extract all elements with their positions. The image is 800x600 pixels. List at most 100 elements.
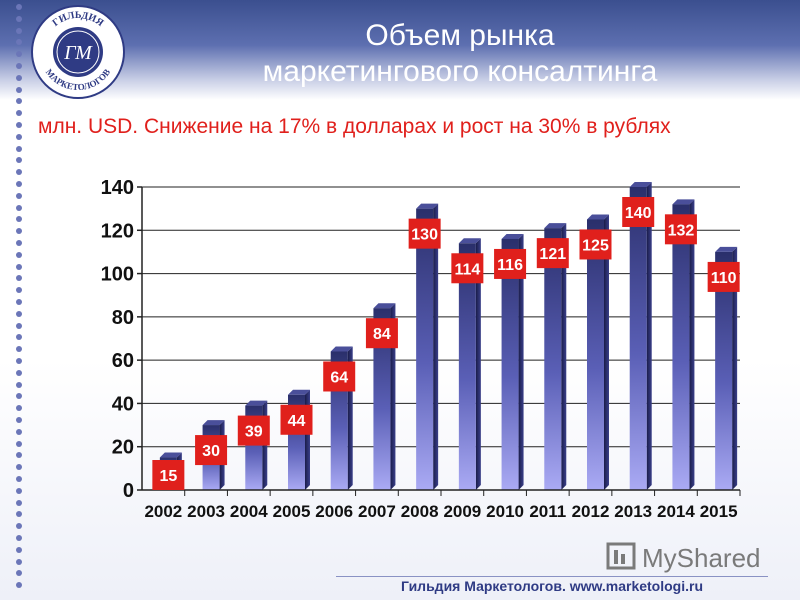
myshared-watermark: MyShared	[606, 542, 761, 573]
decor-dot	[16, 74, 22, 81]
data-label: 116	[497, 257, 523, 274]
decor-dot	[16, 346, 22, 353]
decor-dot	[16, 511, 22, 518]
decor-dot	[16, 157, 22, 164]
guild-logo: ГМ ГИЛЬДИЯ МАРКЕТОЛОГОВ	[31, 5, 125, 99]
x-tick-label: 2011	[529, 502, 566, 521]
data-label: 110	[711, 270, 737, 287]
decor-dot	[16, 39, 22, 46]
data-label: 130	[411, 227, 438, 244]
decor-dot	[16, 464, 22, 471]
bar-top	[458, 238, 481, 244]
decor-dot	[16, 122, 22, 128]
bar-top	[587, 214, 609, 220]
decor-dot	[16, 393, 22, 400]
decorative-dot-column	[14, 4, 24, 596]
x-tick-label: 2010	[486, 502, 524, 521]
decor-dot	[16, 452, 22, 459]
bar-side	[390, 303, 396, 490]
data-label-box	[408, 218, 441, 249]
data-label: 114	[454, 261, 480, 278]
y-tick-label: 40	[112, 393, 134, 415]
x-tick-label: 2008	[401, 502, 439, 521]
data-label: 140	[625, 205, 652, 222]
data-label-box	[536, 238, 569, 269]
bar-side	[689, 199, 695, 491]
bar-side	[646, 182, 652, 490]
logo-monogram: ГМ	[63, 42, 93, 64]
decor-dot	[16, 251, 22, 258]
bar-2007	[373, 308, 391, 490]
decor-dot	[16, 263, 22, 270]
bar-top	[373, 303, 396, 309]
data-label-box	[237, 415, 270, 446]
data-label-box	[280, 404, 313, 435]
x-tick-label: 2014	[657, 502, 695, 521]
x-tick-label: 2002	[144, 502, 182, 521]
decor-dot	[16, 51, 22, 58]
bar-2014	[672, 204, 690, 491]
bar-top	[288, 389, 310, 395]
title-line-2: маркетингового консалтинга	[262, 55, 658, 88]
bar-side	[475, 238, 481, 490]
bar-top	[159, 452, 182, 458]
decor-dot	[16, 405, 22, 412]
decor-dot	[16, 334, 22, 341]
data-label: 39	[245, 424, 263, 441]
bar-side	[604, 214, 609, 490]
x-tick-label: 2007	[358, 502, 396, 521]
decor-dot	[16, 240, 22, 246]
decor-dot	[16, 570, 22, 577]
data-label-box	[622, 197, 655, 227]
decor-dot	[16, 275, 22, 282]
decor-dot	[16, 310, 22, 317]
x-tick-label: 2013	[614, 502, 652, 521]
decor-dot	[16, 558, 22, 565]
market-volume-bar-chart: 0 20 40 60 80 100 120 140 2002 15 2003 30 2004 39 200…	[101, 177, 741, 521]
data-label-box	[494, 248, 527, 279]
data-label-box	[365, 318, 398, 349]
bar-top	[715, 246, 738, 252]
y-tick-label: 20	[112, 437, 134, 459]
data-label: 125	[582, 237, 609, 254]
data-label: 44	[288, 413, 306, 430]
y-tick-label: 100	[101, 264, 134, 286]
x-tick-label: 2005	[273, 502, 311, 521]
bar-top	[501, 233, 524, 239]
x-tick-label: 2003	[187, 502, 225, 521]
decor-dot	[16, 523, 22, 530]
data-label-box	[579, 229, 612, 260]
decor-dot	[16, 181, 22, 187]
chart-subtitle: млн. USD. Снижение на 17% в долларах и р…	[38, 115, 671, 138]
watermark-icon	[606, 542, 636, 570]
bar-2010	[501, 238, 519, 490]
data-label: 132	[668, 222, 695, 239]
x-tick-label: 2012	[572, 502, 610, 521]
decor-dot	[16, 487, 22, 494]
data-label-box	[664, 214, 697, 245]
data-label: 84	[373, 326, 391, 343]
decor-dot	[16, 499, 22, 506]
decor-dot	[16, 63, 22, 69]
decor-dot	[16, 98, 22, 105]
x-tick-label: 2015	[700, 502, 738, 521]
decor-dot	[16, 86, 22, 93]
bar-top	[672, 199, 695, 205]
bar-2009	[458, 243, 476, 490]
decor-dot	[16, 27, 22, 34]
decor-dot	[16, 546, 22, 553]
footer-text: Гильдия Маркетологов. www.marketologi.ru	[400, 578, 704, 594]
y-tick-label: 120	[101, 220, 134, 242]
bar-top	[330, 346, 353, 352]
decor-dot	[16, 15, 22, 22]
decor-dot	[16, 535, 22, 541]
data-label-box	[707, 261, 740, 292]
decor-dot	[16, 145, 22, 152]
bar-top	[245, 400, 268, 406]
decor-dot	[16, 4, 22, 10]
decor-dot	[16, 204, 22, 211]
data-label-box	[323, 361, 356, 392]
decor-dot	[16, 169, 22, 176]
watermark-text: MyShared	[642, 543, 761, 573]
bar-top	[629, 182, 652, 187]
